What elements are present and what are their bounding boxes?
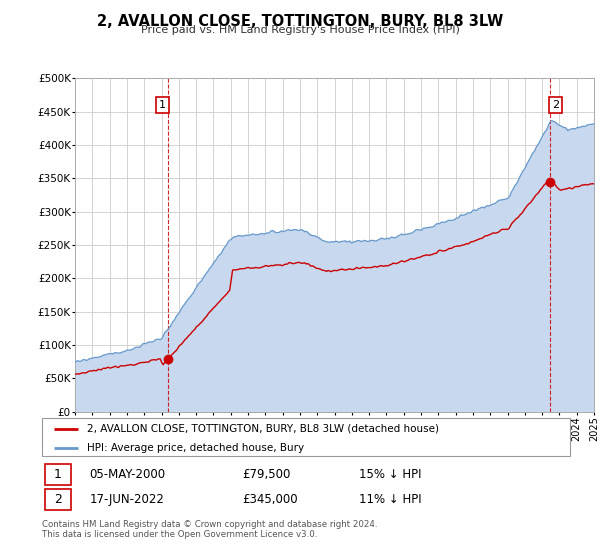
Bar [44,464,71,485]
Text: 1: 1 [159,100,166,110]
Text: £345,000: £345,000 [242,493,298,506]
Text: 05-MAY-2000: 05-MAY-2000 [89,468,166,480]
Text: HPI: Average price, detached house, Bury: HPI: Average price, detached house, Bury [87,443,304,453]
Text: 2: 2 [551,100,559,110]
Text: Contains HM Land Registry data © Crown copyright and database right 2024.
This d: Contains HM Land Registry data © Crown c… [42,520,377,539]
Text: £79,500: £79,500 [242,468,291,480]
Text: 2, AVALLON CLOSE, TOTTINGTON, BURY, BL8 3LW: 2, AVALLON CLOSE, TOTTINGTON, BURY, BL8 … [97,14,503,29]
Text: 2, AVALLON CLOSE, TOTTINGTON, BURY, BL8 3LW (detached house): 2, AVALLON CLOSE, TOTTINGTON, BURY, BL8 … [87,423,439,433]
Bar [44,489,71,510]
Text: 17-JUN-2022: 17-JUN-2022 [89,493,164,506]
Text: 15% ↓ HPI: 15% ↓ HPI [359,468,421,480]
Text: 11% ↓ HPI: 11% ↓ HPI [359,493,421,506]
Text: 1: 1 [54,468,62,480]
Text: 2: 2 [54,493,62,506]
Text: Price paid vs. HM Land Registry's House Price Index (HPI): Price paid vs. HM Land Registry's House … [140,25,460,35]
